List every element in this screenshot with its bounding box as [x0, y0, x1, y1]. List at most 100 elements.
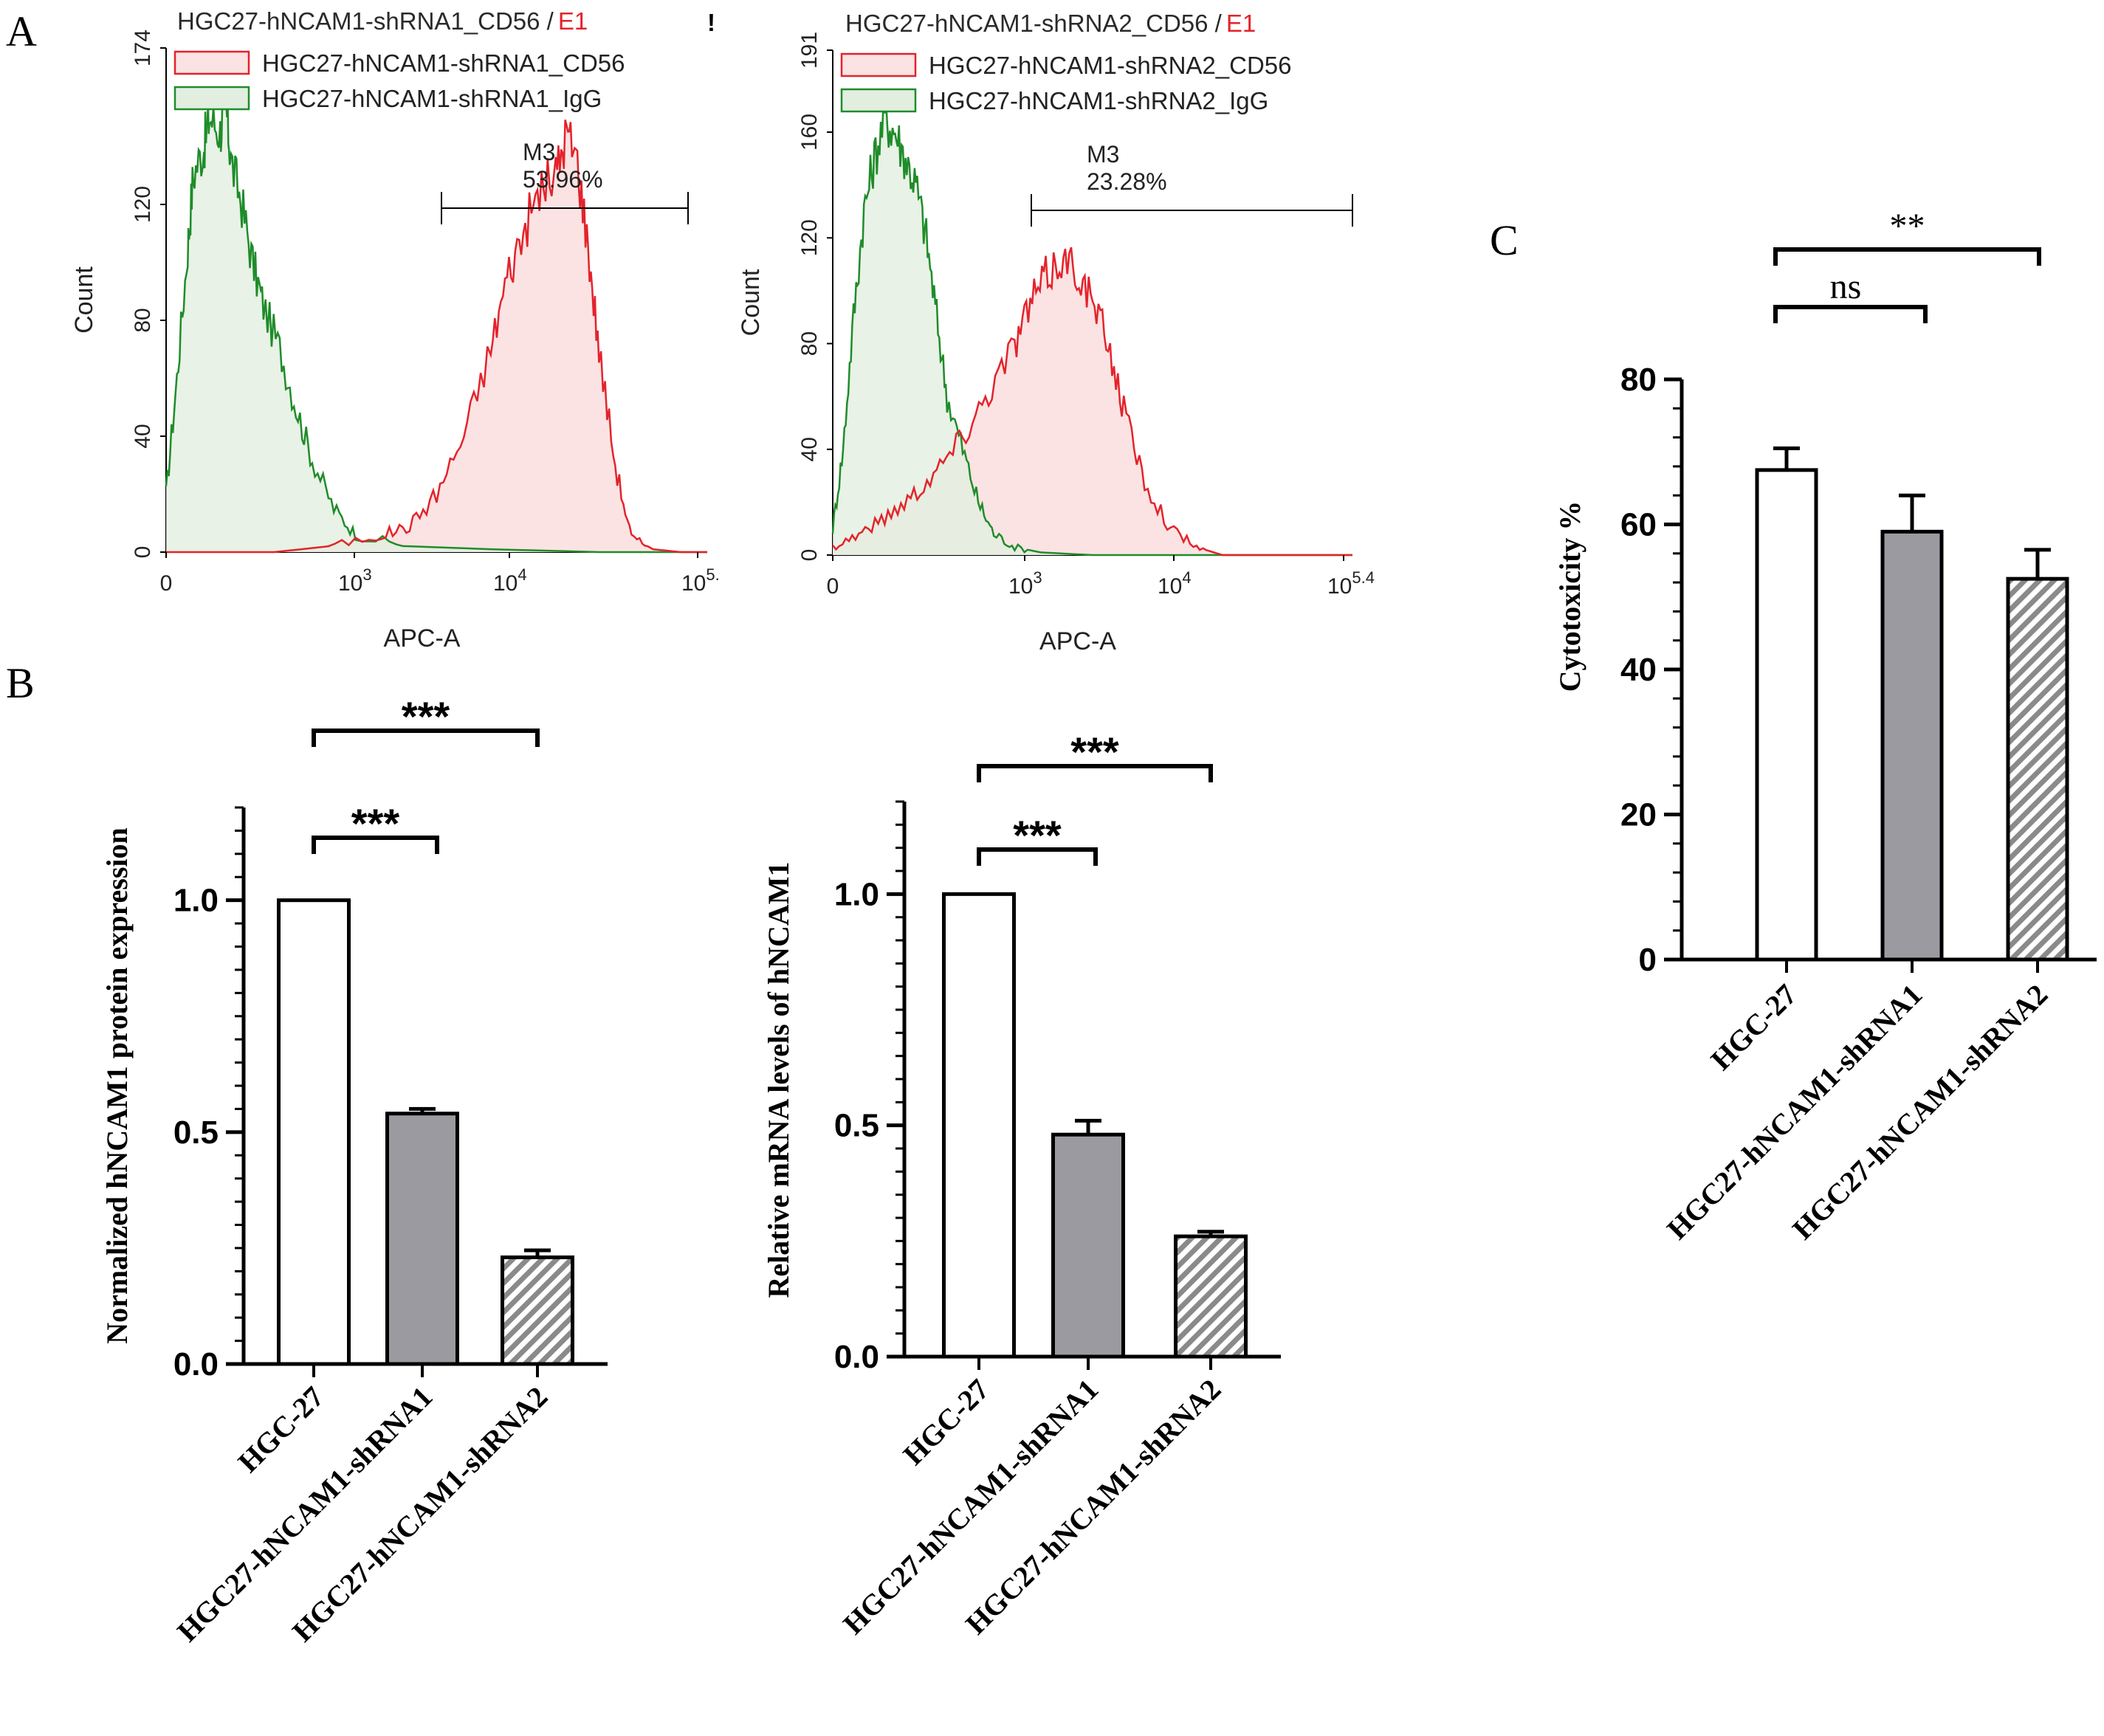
flow-x-tick-label: 105. — [681, 565, 720, 596]
flow-y-axis-label: Count — [70, 266, 98, 334]
bar-y-tick-label: 40 — [1620, 652, 1657, 688]
flow-cytometry-panels: HGC27-hNCAM1-shRNA1_CD56 /E1 !04080120174… — [70, 7, 1375, 655]
significance-bracket — [977, 847, 1098, 866]
bar-category-label: HGC-27 — [896, 1373, 995, 1472]
significance-label: *** — [402, 693, 450, 740]
bar-2 — [385, 1112, 459, 1366]
bar-y-tick-label: 60 — [1620, 507, 1657, 543]
flow-legend: HGC27-hNCAM1-shRNA1_CD56 HGC27-hNCAM1-shR… — [173, 49, 625, 112]
legend-swatch — [840, 52, 917, 78]
bar-y-tick-label: 0.5 — [173, 1115, 219, 1151]
significance-bracket — [977, 764, 1213, 782]
flow-x-tick-base: 10 — [493, 571, 518, 596]
legend-label: HGC27-hNCAM1-shRNA1_CD56 — [262, 49, 625, 77]
flow-x-tick-base: 0 — [160, 571, 173, 596]
cd56-histogram-line — [832, 247, 1352, 557]
flow-x-tick-label: 103 — [338, 565, 372, 596]
flow-y-tick-label: 0 — [797, 549, 822, 562]
panel-letter-b: B — [6, 659, 35, 707]
legend-label: HGC27-hNCAM1-shRNA2_CD56 — [929, 52, 1292, 79]
bar-y-tick-label: 0.5 — [834, 1108, 879, 1144]
bar-1 — [277, 898, 351, 1366]
bar-3 — [1174, 1234, 1248, 1359]
gate-value: 23.28% — [1087, 168, 1167, 195]
significance-bracket — [312, 836, 439, 854]
bar-y-tick-label: 0.0 — [173, 1346, 219, 1382]
flow-x-tick-base: 0 — [827, 574, 839, 599]
flow-x-tick-label: 0 — [160, 571, 173, 596]
flow-x-tick-exp: 5. — [706, 565, 719, 584]
significance-label: *** — [351, 800, 400, 847]
gate-value: 53.96% — [523, 166, 603, 193]
flow-y-axis-label: Count — [737, 269, 765, 336]
bar-y-axis-label: Normalized hNCAM1 protein expression — [100, 827, 134, 1344]
flow-title-main: HGC27-hNCAM1-shRNA2_CD56 / — [845, 10, 1223, 37]
legend-swatch — [840, 88, 917, 113]
flow-x-tick-label: 105.4 — [1327, 568, 1375, 599]
flow-legend: HGC27-hNCAM1-shRNA2_CD56 HGC27-hNCAM1-shR… — [840, 52, 1292, 114]
flow-y-tick-label: 80 — [797, 331, 822, 356]
flow-y-tick-label: 40 — [131, 424, 155, 448]
igg-histogram-fill — [833, 100, 1352, 556]
flow-title-gate: E1 — [558, 7, 588, 35]
flow-y-tick-label: 160 — [797, 114, 822, 151]
flow-x-tick-base: 10 — [681, 571, 706, 596]
panel-letter-a: A — [6, 7, 37, 55]
flow-x-tick-label: 103 — [1008, 568, 1042, 599]
flow-y-tick-label: 0 — [131, 546, 155, 559]
bar-chart-2: 0.0 0.5 1.0 Relative mRNA levels of hNCAM1 H… — [762, 728, 1281, 1641]
panel-letter-c: C — [1490, 216, 1519, 264]
significance-bracket — [1773, 305, 1928, 323]
flow-x-tick-exp: 4 — [1182, 568, 1191, 587]
legend-label: HGC27-hNCAM1-shRNA2_IgG — [929, 87, 1268, 114]
flow-marker: ! — [707, 9, 715, 36]
bar-category-label: HGC27-hNCAM1-shRNA2 — [959, 1373, 1227, 1641]
flow-y-tick-label: 191 — [797, 32, 822, 69]
flow-x-tick-base: 10 — [1008, 574, 1033, 599]
flow-y-tick-label: 120 — [797, 219, 822, 256]
flow-x-tick-exp: 5.4 — [1352, 568, 1375, 587]
flow-x-tick-base: 10 — [338, 571, 362, 596]
legend-label: HGC27-hNCAM1-shRNA1_IgG — [262, 85, 602, 112]
legend-swatch — [173, 50, 250, 75]
flow-x-axis-label: APC-A — [1039, 627, 1116, 655]
significance-label: ns — [1830, 267, 1862, 306]
bar-y-tick-label: 0.0 — [834, 1339, 879, 1375]
cd56-histogram-line — [166, 119, 707, 554]
flow-y-tick-label: 40 — [797, 437, 822, 461]
igg-histogram-fill — [166, 89, 707, 552]
bar-y-tick-label: 1.0 — [834, 876, 879, 912]
bar-category-label: HGC27-hNCAM1-shRNA1 — [1660, 978, 1928, 1246]
flow-y-tick-label: 80 — [131, 308, 155, 332]
bar-3 — [2006, 576, 2069, 962]
bar-y-axis-label: Cytotoxicity % — [1553, 501, 1586, 692]
cd56-histogram-fill — [166, 120, 707, 553]
bar-y-tick-label: 1.0 — [173, 883, 219, 919]
bar-category-label: HGC-27 — [1704, 978, 1803, 1077]
significance-label: ** — [1890, 207, 1925, 246]
significance-label: *** — [1070, 728, 1119, 775]
flow-histogram-1: HGC27-hNCAM1-shRNA1_CD56 /E1 !04080120174… — [70, 7, 720, 652]
bar-1 — [1755, 468, 1818, 962]
significance-bracket — [312, 728, 540, 747]
flow-x-axis-label: APC-A — [384, 624, 461, 652]
significance-label: *** — [1013, 812, 1062, 858]
igg-histogram-line — [165, 87, 707, 554]
gate-label: M3 — [1087, 141, 1119, 168]
flow-y-tick-label: 120 — [131, 186, 155, 223]
flow-x-tick-label: 104 — [493, 565, 527, 596]
flow-title-main: HGC27-hNCAM1-shRNA1_CD56 / — [177, 7, 554, 35]
flow-x-tick-exp: 3 — [1033, 568, 1042, 587]
flow-x-tick-exp: 3 — [362, 565, 371, 584]
flow-x-tick-base: 10 — [1158, 574, 1182, 599]
bar-y-tick-label: 0 — [1639, 942, 1657, 978]
flow-histogram-2: HGC27-hNCAM1-shRNA2_CD56 /E1040801201601… — [737, 10, 1375, 655]
flow-title: HGC27-hNCAM1-shRNA2_CD56 /E1 — [845, 10, 1256, 37]
bar-2 — [1051, 1132, 1125, 1359]
bar-2 — [1880, 529, 1944, 962]
bar-y-tick-label: 20 — [1620, 797, 1657, 833]
bar-category-label: HGC27-hNCAM1-shRNA2 — [1786, 978, 2054, 1246]
